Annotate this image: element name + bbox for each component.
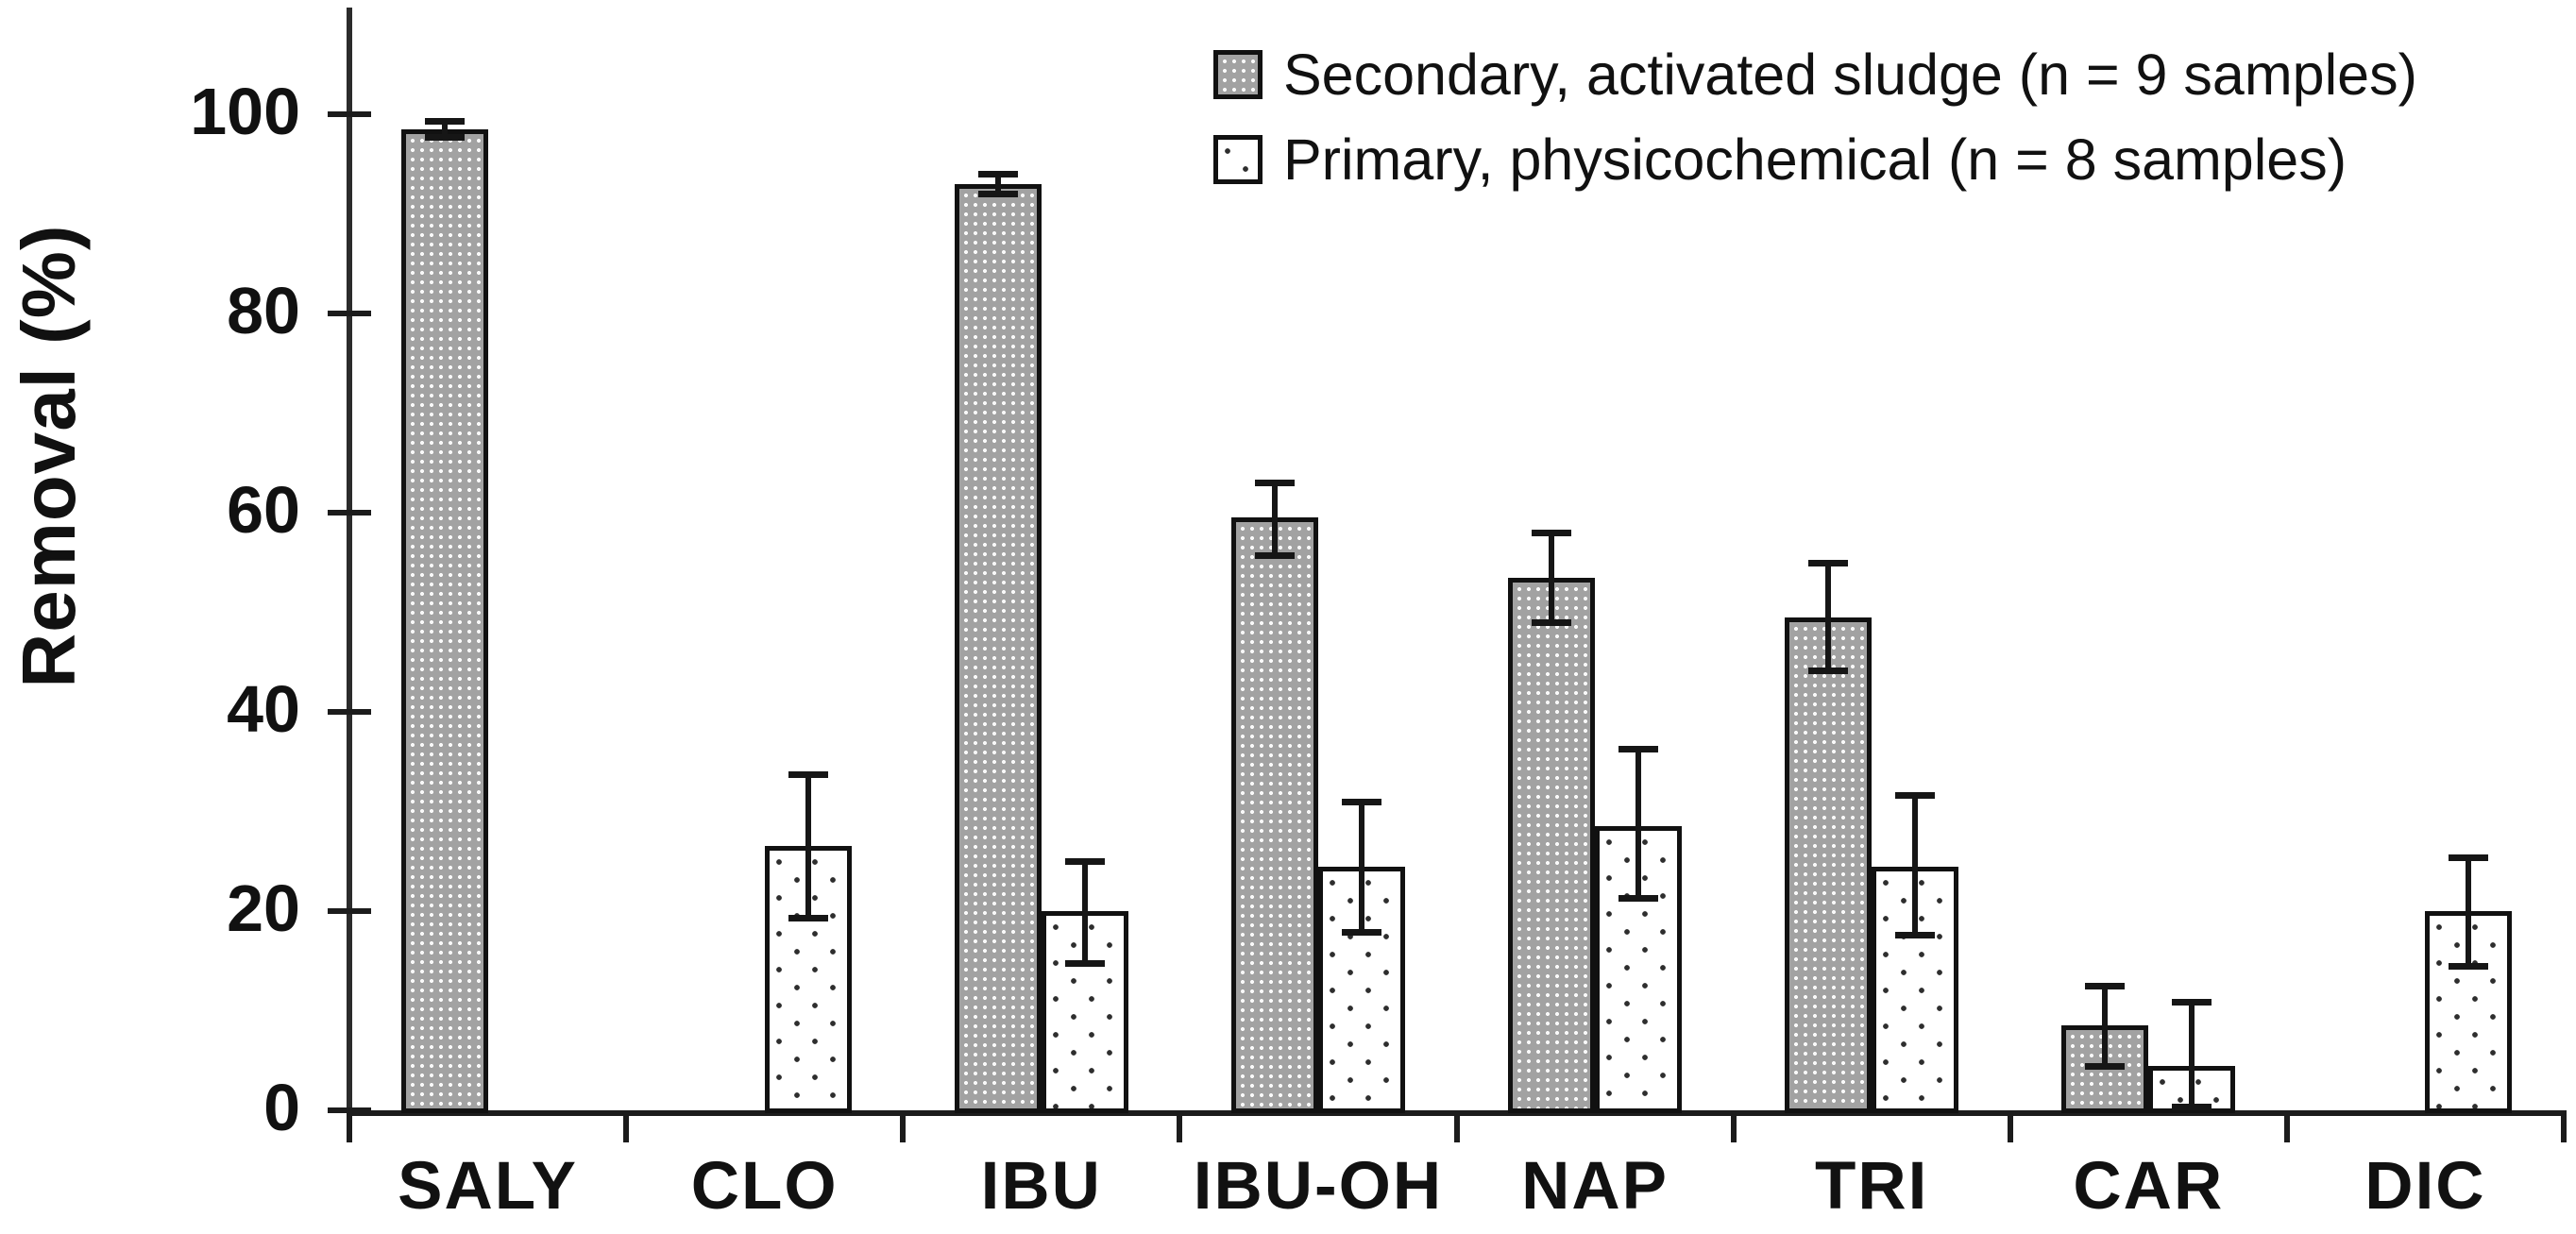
error-bar-ibu-primary bbox=[1081, 861, 1088, 963]
x-tick-5 bbox=[1730, 1110, 1737, 1142]
error-bar-car-secondary bbox=[2102, 986, 2109, 1066]
legend-item-primary: Primary, physicochemical (n = 8 samples) bbox=[1213, 127, 2417, 193]
error-cap-bottom-car-primary bbox=[2172, 1104, 2212, 1110]
x-tick-4 bbox=[1453, 1110, 1460, 1142]
error-cap-top-clo-primary bbox=[788, 771, 828, 779]
error-bar-saly-secondary bbox=[441, 121, 448, 138]
x-category-label-dic: DIC bbox=[2364, 1149, 2486, 1224]
error-cap-bottom-car-secondary bbox=[2085, 1062, 2126, 1070]
y-tick-80 bbox=[328, 311, 371, 316]
error-bar-tri-secondary bbox=[1825, 562, 1832, 670]
legend-swatch-secondary-icon bbox=[1213, 50, 1263, 99]
error-bar-ibu-secondary bbox=[994, 174, 1001, 194]
y-tick-label-20: 20 bbox=[227, 871, 300, 945]
error-cap-bottom-tri-secondary bbox=[1808, 667, 1849, 674]
error-cap-top-ibu-primary bbox=[1064, 858, 1105, 866]
bar-ibu-oh-primary bbox=[1317, 866, 1405, 1113]
error-cap-bottom-ibu-oh-primary bbox=[1341, 929, 1381, 937]
error-cap-top-tri-secondary bbox=[1808, 559, 1849, 566]
error-bar-clo-primary bbox=[805, 774, 811, 919]
x-category-label-car: CAR bbox=[2073, 1149, 2225, 1224]
x-tick-7 bbox=[2283, 1110, 2290, 1142]
bar-tri-secondary bbox=[1785, 617, 1873, 1113]
x-category-label-nap: NAP bbox=[1521, 1149, 1669, 1224]
error-cap-bottom-ibu-primary bbox=[1064, 959, 1105, 967]
y-tick-label-40: 40 bbox=[227, 671, 300, 746]
error-cap-top-ibu-secondary bbox=[977, 171, 1018, 178]
y-tick-20 bbox=[328, 908, 371, 914]
y-axis-title: Removal (%) bbox=[7, 224, 91, 688]
x-category-label-tri: TRI bbox=[1815, 1149, 1929, 1224]
x-tick-2 bbox=[900, 1110, 907, 1142]
error-bar-ibu-oh-secondary bbox=[1271, 482, 1278, 556]
error-cap-top-nap-secondary bbox=[1532, 530, 1572, 537]
x-tick-6 bbox=[2007, 1110, 2013, 1142]
error-cap-bottom-dic-primary bbox=[2449, 963, 2489, 971]
legend-label-primary: Primary, physicochemical (n = 8 samples) bbox=[1283, 127, 2347, 192]
error-cap-bottom-nap-secondary bbox=[1532, 619, 1572, 627]
error-cap-top-car-secondary bbox=[2085, 983, 2126, 990]
error-bar-ibu-oh-primary bbox=[1358, 801, 1364, 933]
error-bar-nap-primary bbox=[1635, 749, 1642, 899]
legend-label-secondary: Secondary, activated sludge (n = 9 sampl… bbox=[1283, 42, 2417, 107]
x-tick-1 bbox=[623, 1110, 630, 1142]
error-cap-top-tri-primary bbox=[1895, 791, 1936, 799]
y-axis-line bbox=[347, 8, 352, 1137]
x-category-label-ibu-oh: IBU-OH bbox=[1193, 1149, 1444, 1224]
plot-area: 0 20 40 60 80 100 SALY CLO IBU IBU-OH NAP TRI CAR DI… bbox=[190, 8, 2567, 1224]
bar-ibu-oh-secondary bbox=[1230, 517, 1318, 1113]
error-cap-top-nap-primary bbox=[1618, 746, 1659, 753]
x-tick-8 bbox=[2561, 1110, 2567, 1142]
error-cap-bottom-nap-primary bbox=[1618, 895, 1659, 903]
y-tick-label-60: 60 bbox=[227, 472, 300, 547]
error-cap-bottom-clo-primary bbox=[788, 915, 828, 922]
error-cap-bottom-ibu-oh-secondary bbox=[1254, 552, 1295, 560]
legend-item-secondary: Secondary, activated sludge (n = 9 sampl… bbox=[1213, 42, 2417, 108]
bar-saly-secondary bbox=[400, 128, 488, 1113]
error-cap-top-ibu-oh-secondary bbox=[1254, 480, 1295, 487]
error-cap-bottom-ibu-secondary bbox=[977, 191, 1018, 198]
error-bar-tri-primary bbox=[1912, 794, 1919, 936]
bar-nap-primary bbox=[1595, 826, 1683, 1113]
y-tick-40 bbox=[328, 709, 371, 715]
x-tick-3 bbox=[1177, 1110, 1183, 1142]
y-tick-label-0: 0 bbox=[263, 1070, 300, 1144]
error-cap-top-car-primary bbox=[2172, 999, 2212, 1006]
legend: Secondary, activated sludge (n = 9 sampl… bbox=[1213, 42, 2417, 211]
error-cap-top-dic-primary bbox=[2449, 854, 2489, 862]
x-category-label-clo: CLO bbox=[690, 1149, 839, 1224]
x-tick-0 bbox=[347, 1110, 352, 1142]
bar-ibu-secondary bbox=[954, 183, 1042, 1113]
error-bar-car-primary bbox=[2189, 1002, 2195, 1107]
x-category-label-saly: SALY bbox=[398, 1149, 578, 1224]
y-tick-label-100: 100 bbox=[190, 74, 300, 148]
y-tick-60 bbox=[328, 510, 371, 516]
error-cap-bottom-saly-secondary bbox=[424, 134, 465, 142]
error-cap-bottom-tri-primary bbox=[1895, 932, 1936, 939]
x-category-label-ibu: IBU bbox=[980, 1149, 1102, 1224]
bar-dic-primary bbox=[2425, 911, 2513, 1113]
error-bar-nap-secondary bbox=[1549, 532, 1555, 623]
legend-swatch-primary-icon bbox=[1213, 135, 1263, 184]
error-cap-top-saly-secondary bbox=[424, 118, 465, 126]
error-bar-dic-primary bbox=[2466, 857, 2472, 966]
error-cap-top-ibu-oh-primary bbox=[1341, 798, 1381, 805]
y-tick-label-80: 80 bbox=[227, 273, 300, 347]
bar-nap-secondary bbox=[1508, 577, 1596, 1113]
y-tick-100 bbox=[328, 111, 371, 117]
